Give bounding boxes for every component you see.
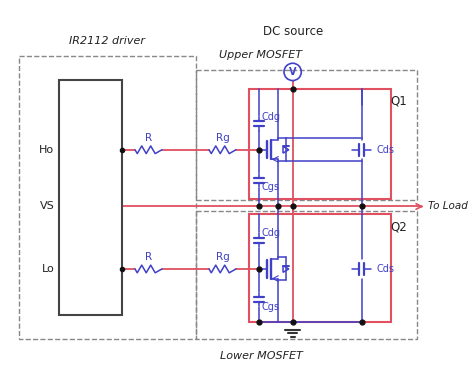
Text: Upper MOSFET: Upper MOSFET	[219, 50, 302, 60]
Text: R: R	[145, 133, 152, 143]
Text: Cdg: Cdg	[262, 228, 281, 238]
Bar	[249, 89, 391, 199]
Bar	[249, 214, 391, 322]
Text: Rg: Rg	[216, 252, 229, 262]
Text: Cdg: Cdg	[262, 112, 281, 122]
Text: Lower MOSFET: Lower MOSFET	[219, 351, 302, 361]
Text: Cgs: Cgs	[262, 182, 280, 192]
Text: Cgs: Cgs	[262, 301, 280, 312]
Bar	[59, 80, 121, 315]
Text: V: V	[289, 67, 296, 77]
Text: Cds: Cds	[376, 145, 394, 155]
Text: To Load: To Load	[428, 202, 468, 211]
Text: Q2: Q2	[390, 221, 407, 234]
Text: Lo: Lo	[42, 264, 54, 274]
Text: R: R	[145, 252, 152, 262]
Text: Ho: Ho	[39, 145, 54, 155]
Text: DC source: DC source	[263, 25, 323, 38]
Text: Rg: Rg	[216, 133, 229, 143]
Text: Cds: Cds	[376, 264, 394, 274]
Bar	[196, 70, 417, 200]
Text: VS: VS	[39, 202, 54, 211]
Bar	[196, 211, 417, 339]
Bar	[18, 56, 196, 339]
Text: IR2112 driver: IR2112 driver	[69, 36, 145, 46]
Text: Q1: Q1	[390, 94, 407, 107]
